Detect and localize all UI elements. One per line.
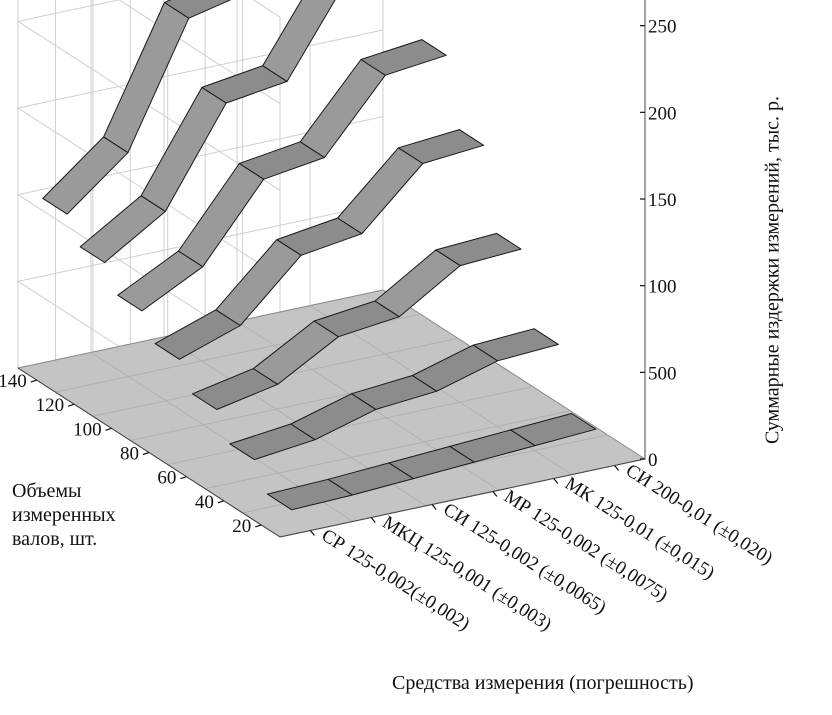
volume-tick-label: 140 [0,371,27,392]
volume-tick-mark [30,379,37,383]
z-axis: 0500100150200250300 [640,0,677,471]
volume-axis-title-line-2: измеренных [12,504,116,526]
instrument-tick-label: СР 125-0,002(±0,002) [318,525,474,635]
volume-tick-label: 60 [157,468,176,489]
volume-tick-mark [180,476,187,480]
volume-tick-mark [142,451,150,456]
ribbon-segment [262,0,336,82]
volume-tick-mark [67,403,75,407]
ribbon-segment [374,249,461,318]
instrument-tick-label: СИ 200-0,01 (±0,020) [622,460,776,569]
z-tick-label: 200 [648,103,677,124]
instrument-axis-line [279,458,646,538]
volume-axis-title-line-1: Объемы [12,480,82,502]
side-wall-hgrid [252,0,281,18]
volume-tick-mark [105,427,112,431]
ribbon-volume-60 [192,232,522,410]
instrument-tick-mark [370,517,376,523]
instrument-tick-mark [614,465,620,471]
ribbon-volume-120 [79,0,336,263]
instrument-tick-mark [431,504,437,510]
ribbon-volume-40 [229,328,559,461]
cost-ribbons [42,0,597,511]
ribbon-segment [397,129,485,164]
z-tick-label: 150 [648,190,677,211]
volume-tick-label: 100 [73,419,102,440]
z-tick-label: 100 [648,277,677,298]
ribbon-segment [435,232,522,267]
ribbon-volume-100 [117,39,447,312]
instrument-axis-title: Средства измерения (погрешность) [392,672,694,694]
volume-axis-title-line-3: валов, шт. [12,528,98,550]
volume-tick-label: 120 [36,395,65,416]
ribbon-segment [360,39,447,76]
instrument-tick-mark [492,491,498,497]
z-tick-label: 500 [648,363,677,384]
ribbon-volume-20 [266,413,597,511]
volume-tick-label: 20 [232,516,251,537]
volume-axis: 20 40 60 80 100 120 140 [0,367,281,538]
instrument-tick-mark [309,530,315,536]
ribbon-volume-140 [42,0,232,215]
ribbon-segment [103,2,190,154]
ribbon-segment [472,328,559,362]
z-tick-label: 0 [648,450,658,471]
volume-tick-mark [255,524,262,528]
floor-grid-line [205,410,571,490]
floor-grid-line [167,386,533,466]
z-axis-title: Суммарные издержки измерений, тыс. р. [761,95,784,445]
ribbon-segment [299,59,386,158]
volume-tick-label: 80 [120,444,139,465]
z-tick-label: 250 [648,17,677,38]
ribbon-segment [178,163,265,268]
ribbon-segment [510,413,597,447]
back-wall-hgrid [17,29,384,109]
instrument-tick-mark [553,478,559,484]
ribbon-segment [164,0,232,19]
volume-tick-label: 40 [195,492,214,513]
back-wall-hgrid [17,0,121,22]
volume-tick-mark [217,500,225,504]
ribbon-volume-80 [154,129,485,360]
ribbon-segment [140,86,227,212]
ribbon-segment [337,147,424,235]
